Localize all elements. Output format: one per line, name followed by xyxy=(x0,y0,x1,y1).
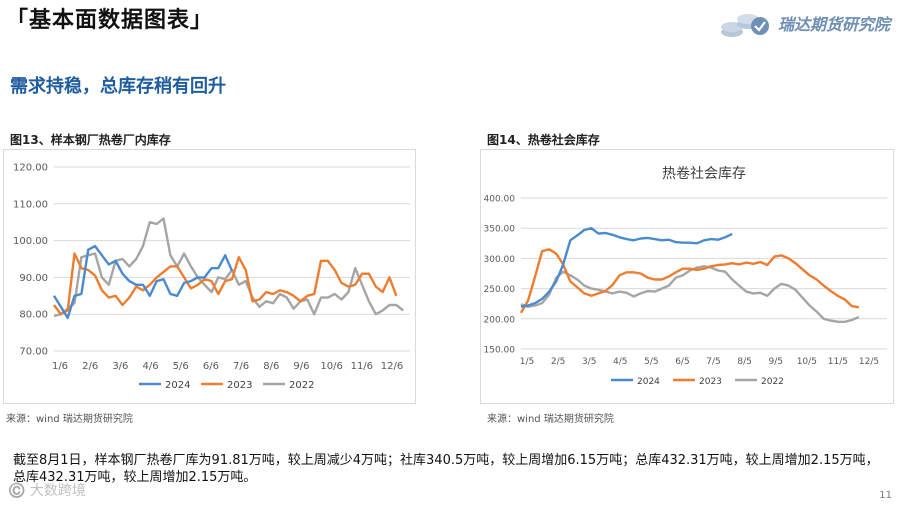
x-tick-label: 7/5 xyxy=(706,357,720,367)
series-line-2022 xyxy=(520,265,860,324)
brand: 瑞达期货研究院 xyxy=(718,6,890,40)
x-tick-label: 8/5 xyxy=(737,357,751,367)
chart-fig13: 70.00 80.00 90.00 100.00 110.00 120.00 1/6 2/6 3… xyxy=(13,163,410,391)
series-line-2023 xyxy=(53,252,398,316)
legend-label: 2024 xyxy=(637,377,660,387)
chart-fig14: 热卷社会库存 150.00 200.00 250.00 300.00 350.00 400.… xyxy=(484,166,887,387)
x-tick-label: 11/6 xyxy=(351,361,373,372)
series-line-2024 xyxy=(52,244,234,320)
summary-text: 截至8月1日，样本钢厂热卷厂库为91.81万吨，较上周减少4万吨；社库340.5… xyxy=(13,453,879,485)
series-line-2022 xyxy=(53,217,404,318)
y-tick-label: 100.00 xyxy=(13,236,48,247)
x-tick-label: 3/6 xyxy=(112,361,128,372)
x-tick-label: 4/5 xyxy=(613,357,627,367)
x-tick-label: 1/5 xyxy=(520,357,534,367)
x-tick-label: 3/5 xyxy=(582,357,596,367)
x-tick-label: 6/6 xyxy=(203,361,219,372)
x-tick-label: 6/5 xyxy=(675,357,689,367)
chart-title: 热卷社会库存 xyxy=(662,166,746,182)
legend-label: 2024 xyxy=(165,380,190,391)
y-tick-label: 120.00 xyxy=(13,163,48,174)
x-tick-label: 8/6 xyxy=(263,361,279,372)
legend-label: 2022 xyxy=(761,377,784,387)
figure-14-caption: 图14、热卷社会库存 xyxy=(487,133,600,147)
x-tick-label: 1/6 xyxy=(52,361,68,372)
chart-panel-fig14: 热卷社会库存 150.00 200.00 250.00 300.00 350.00 400.… xyxy=(480,149,894,404)
legend-label: 2023 xyxy=(699,377,722,387)
x-tick-label: 12/6 xyxy=(381,361,403,372)
watermark: ©️ 大数跨境 xyxy=(8,483,86,499)
figure-13-caption: 图13、样本钢厂热卷厂内库存 xyxy=(10,133,171,147)
x-tick-label: 10/6 xyxy=(320,361,342,372)
legend-label: 2023 xyxy=(227,380,252,391)
y-tick-label: 250.00 xyxy=(484,285,516,295)
coins-logo-icon xyxy=(720,14,769,37)
x-tick-label: 11/5 xyxy=(828,357,848,367)
source-note-fig13: 来源：wind 瑞达期货研究院 xyxy=(6,414,133,425)
legend-label: 2022 xyxy=(289,380,314,391)
x-tick-label: 5/5 xyxy=(644,357,658,367)
y-tick-label: 300.00 xyxy=(484,255,516,265)
y-tick-label: 350.00 xyxy=(484,225,516,235)
x-tick-label: 10/5 xyxy=(797,357,817,367)
series-line-2023 xyxy=(519,248,860,314)
headline: 需求持稳，总库存稍有回升 xyxy=(10,76,226,97)
y-tick-label: 80.00 xyxy=(19,310,48,321)
x-tick-label: 12/5 xyxy=(859,357,879,367)
y-tick-label: 150.00 xyxy=(484,346,516,356)
brand-name: 瑞达期货研究院 xyxy=(777,15,890,34)
x-tick-label: 5/6 xyxy=(173,361,189,372)
y-tick-label: 110.00 xyxy=(13,199,48,210)
y-tick-label: 90.00 xyxy=(19,273,48,284)
x-tick-label: 4/6 xyxy=(142,361,158,372)
series-line-2024 xyxy=(520,226,733,308)
x-tick-label: 7/6 xyxy=(233,361,249,372)
y-tick-label: 400.00 xyxy=(484,195,516,205)
page-number: 11 xyxy=(879,490,892,501)
x-tick-label: 2/6 xyxy=(82,361,98,372)
page-title: 「基本面数据图表」 xyxy=(6,8,214,33)
x-tick-label: 2/5 xyxy=(551,357,565,367)
y-tick-label: 200.00 xyxy=(484,315,516,325)
x-tick-label: 9/5 xyxy=(768,357,782,367)
y-tick-label: 70.00 xyxy=(19,347,48,358)
x-tick-label: 9/6 xyxy=(293,361,309,372)
source-note-fig14: 来源：wind 瑞达期货研究院 xyxy=(487,414,614,425)
chart-panel-fig13: 70.00 80.00 90.00 100.00 110.00 120.00 1/6 2/6 3… xyxy=(3,149,416,404)
